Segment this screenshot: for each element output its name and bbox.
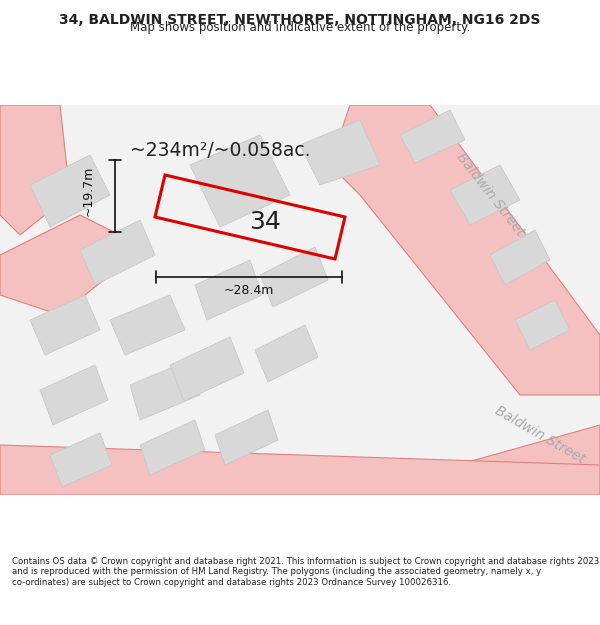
Polygon shape <box>140 420 205 475</box>
Polygon shape <box>190 135 290 227</box>
Polygon shape <box>30 295 100 355</box>
Polygon shape <box>515 300 570 350</box>
Polygon shape <box>40 365 108 425</box>
Text: ~28.4m: ~28.4m <box>224 284 274 298</box>
Polygon shape <box>260 247 328 307</box>
Polygon shape <box>110 295 185 355</box>
Text: 34, BALDWIN STREET, NEWTHORPE, NOTTINGHAM, NG16 2DS: 34, BALDWIN STREET, NEWTHORPE, NOTTINGHA… <box>59 13 541 27</box>
Polygon shape <box>170 337 244 401</box>
Polygon shape <box>0 445 600 495</box>
Text: ~19.7m: ~19.7m <box>82 166 95 216</box>
Text: ~234m²/~0.058ac.: ~234m²/~0.058ac. <box>130 141 310 159</box>
Polygon shape <box>400 110 465 163</box>
Polygon shape <box>300 120 380 185</box>
Polygon shape <box>0 105 70 235</box>
Polygon shape <box>30 155 110 227</box>
Text: 34: 34 <box>249 210 281 234</box>
Polygon shape <box>195 260 262 320</box>
Polygon shape <box>130 360 200 420</box>
Polygon shape <box>0 215 120 315</box>
Polygon shape <box>255 325 318 382</box>
Text: Baldwin Street: Baldwin Street <box>493 404 587 466</box>
Polygon shape <box>330 105 600 395</box>
Polygon shape <box>490 230 550 285</box>
Polygon shape <box>450 165 520 225</box>
Text: Map shows position and indicative extent of the property.: Map shows position and indicative extent… <box>130 21 470 34</box>
Polygon shape <box>280 425 600 505</box>
Text: Contains OS data © Crown copyright and database right 2021. This information is : Contains OS data © Crown copyright and d… <box>12 557 599 586</box>
Polygon shape <box>80 220 155 285</box>
Polygon shape <box>215 410 278 465</box>
Text: Baldwin Street: Baldwin Street <box>453 151 527 239</box>
Polygon shape <box>50 433 112 487</box>
